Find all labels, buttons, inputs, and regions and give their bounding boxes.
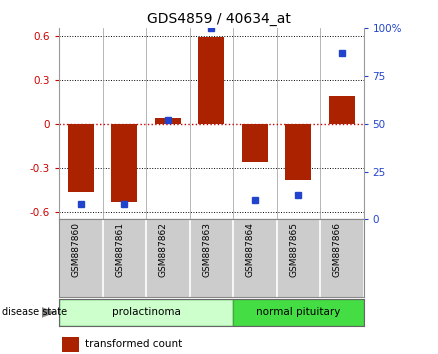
Text: GSM887865: GSM887865 bbox=[290, 222, 298, 277]
Bar bbox=[285, 124, 311, 180]
Text: GSM887864: GSM887864 bbox=[246, 222, 255, 277]
Text: GSM887863: GSM887863 bbox=[202, 222, 211, 277]
Text: transformed count: transformed count bbox=[85, 339, 182, 349]
Text: GSM887860: GSM887860 bbox=[72, 222, 81, 277]
Bar bbox=[111, 124, 138, 202]
Text: GSM887862: GSM887862 bbox=[159, 222, 168, 277]
Text: disease state: disease state bbox=[2, 307, 67, 318]
Bar bbox=[233, 299, 364, 326]
Text: GSM887861: GSM887861 bbox=[115, 222, 124, 277]
Bar bbox=[329, 96, 355, 124]
Bar bbox=[198, 37, 224, 124]
Text: GDS4859 / 40634_at: GDS4859 / 40634_at bbox=[147, 12, 291, 27]
Bar bbox=[155, 118, 181, 124]
Bar bbox=[242, 124, 268, 162]
Bar bbox=[59, 299, 233, 326]
Text: GSM887866: GSM887866 bbox=[333, 222, 342, 277]
Polygon shape bbox=[42, 307, 56, 318]
Bar bbox=[68, 124, 94, 192]
Text: prolactinoma: prolactinoma bbox=[112, 307, 180, 318]
Text: normal pituitary: normal pituitary bbox=[256, 307, 340, 318]
Bar bbox=[62, 337, 79, 352]
